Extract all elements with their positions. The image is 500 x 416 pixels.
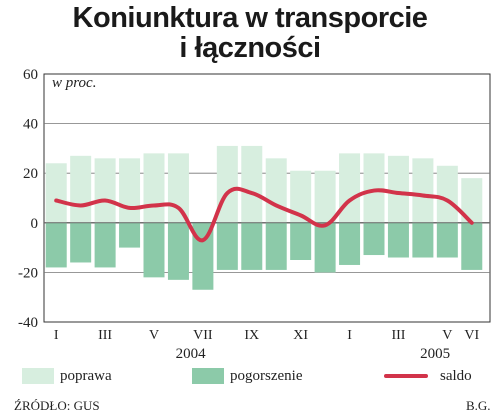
- y-tick-label--40: -40: [18, 315, 38, 331]
- bar-poprawa-0: [45, 163, 67, 223]
- x-tick-label-4: V: [149, 328, 159, 343]
- year-label-2005: 2005: [420, 346, 450, 362]
- x-axis-tick-labels: I III V VII IX XI I III V VI: [54, 328, 480, 343]
- x-tick-label-6: VII: [193, 328, 213, 343]
- bars-pogorszenie: [44, 222, 490, 290]
- legend-swatch-poprawa: [22, 368, 54, 384]
- saldo-line-group: [54, 186, 474, 243]
- y-axis-tick-labels: 60 40 20 0 -20 -40: [18, 67, 38, 331]
- saldo-line: [54, 186, 474, 243]
- legend-item-saldo: saldo: [384, 366, 472, 386]
- bar-pogorszenie-7: [216, 222, 238, 270]
- bar-poprawa-16: [436, 165, 458, 223]
- x-tick-label-14: III: [391, 328, 405, 343]
- bar-pogorszenie-16: [436, 222, 458, 258]
- bar-pogorszenie-4: [143, 222, 165, 278]
- chart-title: Koniunktura w transporcie i łączności: [0, 0, 500, 63]
- bar-pogorszenie-13: [363, 222, 385, 256]
- x-tick-label-8: IX: [244, 328, 259, 343]
- chart-title-line-1: Koniunktura w transporcie: [72, 2, 428, 34]
- y-tick-label--20: -20: [18, 265, 38, 281]
- bar-pogorszenie-14: [387, 222, 409, 258]
- y-tick-label-0: 0: [31, 216, 39, 232]
- bar-poprawa-5: [167, 153, 189, 223]
- bar-poprawa-13: [363, 153, 385, 223]
- bar-poprawa-11: [314, 170, 336, 223]
- chart-title-line-2: i łączności: [179, 32, 321, 64]
- bar-pogorszenie-10: [290, 222, 312, 260]
- bar-poprawa-1: [70, 155, 92, 223]
- bar-poprawa-12: [339, 153, 361, 223]
- bar-pogorszenie-3: [119, 222, 141, 248]
- year-labels: 2004 2005: [176, 346, 450, 362]
- bar-pogorszenie-11: [314, 222, 336, 273]
- legend-label-pogorszenie: pogorszenie: [230, 367, 303, 384]
- x-tick-label-2: III: [98, 328, 112, 343]
- unit-label: w proc.: [52, 75, 96, 91]
- legend-item-pogorszenie: pogorszenie: [192, 366, 302, 386]
- bar-poprawa-14: [387, 155, 409, 223]
- bar-pogorszenie-17: [461, 222, 483, 270]
- bar-pogorszenie-8: [241, 222, 263, 270]
- bar-pogorszenie-0: [45, 222, 67, 268]
- bar-poprawa-3: [119, 158, 141, 223]
- legend-label-poprawa: poprawa: [60, 367, 112, 384]
- author-credit: B.G.: [466, 398, 491, 413]
- bar-pogorszenie-9: [265, 222, 287, 270]
- bar-poprawa-9: [265, 158, 287, 223]
- legend-swatch-pogorszenie: [192, 368, 224, 384]
- x-tick-label-10: XI: [293, 328, 308, 343]
- y-tick-label-40: 40: [23, 117, 38, 133]
- year-label-2004: 2004: [176, 346, 207, 362]
- y-tick-label-60: 60: [23, 67, 38, 83]
- legend-line-saldo: [384, 374, 428, 378]
- bar-poprawa-15: [412, 158, 434, 223]
- bar-pogorszenie-5: [167, 222, 189, 280]
- bar-pogorszenie-2: [94, 222, 116, 268]
- x-tick-label-17: VI: [464, 328, 479, 343]
- bar-poprawa-8: [241, 145, 263, 223]
- legend-label-saldo: saldo: [440, 367, 472, 384]
- bar-poprawa-10: [290, 170, 312, 223]
- bar-poprawa-4: [143, 153, 165, 223]
- y-tick-label-20: 20: [23, 166, 38, 182]
- x-tick-label-12: I: [347, 328, 352, 343]
- bar-pogorszenie-12: [339, 222, 361, 265]
- bar-pogorszenie-1: [70, 222, 92, 263]
- bar-pogorszenie-15: [412, 222, 434, 258]
- x-tick-label-0: I: [54, 328, 59, 343]
- x-tick-label-16: V: [442, 328, 452, 343]
- legend-item-poprawa: poprawa: [22, 366, 112, 386]
- bar-poprawa-17: [461, 178, 483, 223]
- source-note: ŹRÓDŁO: GUS: [14, 398, 100, 413]
- bar-poprawa-2: [94, 158, 116, 223]
